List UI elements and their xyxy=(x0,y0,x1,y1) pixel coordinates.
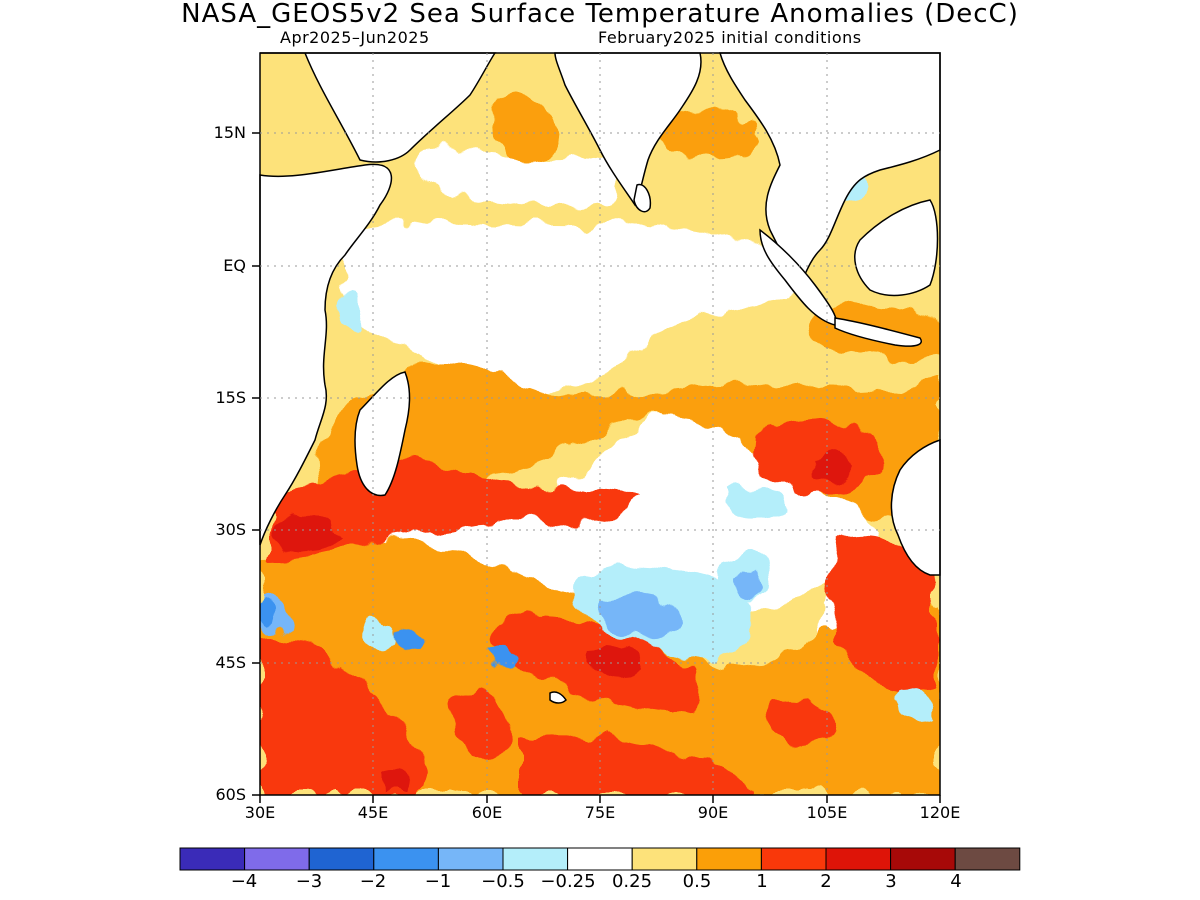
colorbar-label: 1 xyxy=(756,871,768,892)
lat-label: 30S xyxy=(215,520,246,539)
warm-anomaly-region xyxy=(314,358,940,530)
land-masses xyxy=(259,52,941,704)
cool-anomaly-region xyxy=(260,571,761,639)
colorbar-label: 3 xyxy=(885,871,897,892)
lat-label: 15N xyxy=(213,123,246,142)
neutral-anomaly-region xyxy=(340,223,804,391)
java-landmass xyxy=(834,317,922,347)
colorbar-swatch xyxy=(179,847,246,871)
colorbar-swatch xyxy=(437,847,504,871)
lon-label: 105E xyxy=(806,803,848,822)
colorbar-label: −3 xyxy=(295,871,323,892)
strong-warm-anomaly-region xyxy=(520,696,835,795)
africa-landmass xyxy=(259,163,393,546)
colorbar-swatch xyxy=(308,847,375,871)
colorbar-swatch xyxy=(696,847,762,871)
sri-lanka-landmass xyxy=(633,183,652,213)
colorbar-swatch xyxy=(373,847,439,871)
lat-label: 60S xyxy=(215,785,246,804)
lon-label: 75E xyxy=(584,803,616,822)
colorbar-swatch xyxy=(890,847,956,871)
colorbar-swatch xyxy=(954,847,1021,871)
colorbar-label: −1 xyxy=(424,871,452,892)
lon-label: 60E xyxy=(471,803,503,822)
colorbar xyxy=(179,847,1021,871)
colorbar-swatch xyxy=(825,847,892,871)
australia-landmass xyxy=(890,438,941,576)
colorbar-swatch xyxy=(502,847,569,871)
borneo-landmass xyxy=(854,199,939,297)
neutral-anomaly-region xyxy=(413,147,617,208)
colorbar-swatch xyxy=(244,847,310,871)
madagascar-landmass xyxy=(354,371,411,497)
colorbar-label: 2 xyxy=(820,871,832,892)
axis-ticks xyxy=(252,132,941,803)
colorbar-label: 4 xyxy=(950,871,962,892)
graticule xyxy=(260,53,940,795)
initial-conditions: February2025 initial conditions xyxy=(598,28,862,47)
colorbar-label: 0.25 xyxy=(611,871,653,892)
map-title: NASA_GEOS5v2 Sea Surface Temperature Ano… xyxy=(181,0,1019,29)
colorbar-label: −0.25 xyxy=(540,871,596,892)
colorbar-swatch xyxy=(567,847,633,871)
strong-warm-anomaly-region xyxy=(829,534,935,694)
lat-label: EQ xyxy=(223,256,246,275)
warm-anomaly-region xyxy=(493,95,757,164)
colorbar-label: −4 xyxy=(230,871,258,892)
lon-label: 90E xyxy=(697,803,729,822)
strong-warm-anomaly-region xyxy=(451,687,515,758)
lat-label: 15S xyxy=(215,388,246,407)
lon-label: 120E xyxy=(919,803,961,822)
lat-label: 45S xyxy=(215,653,246,672)
strong-warm-anomaly-region xyxy=(270,459,640,560)
colorbar-label: 0.5 xyxy=(682,871,712,892)
colorbar-swatch xyxy=(760,847,827,871)
kerguelen-island xyxy=(549,691,567,704)
colorbar-swatch xyxy=(631,847,698,871)
lon-label: 45E xyxy=(357,803,389,822)
strong-warm-anomaly-region xyxy=(260,638,428,795)
colorbar-label: −0.5 xyxy=(481,871,525,892)
colorbar-label: −2 xyxy=(359,871,387,892)
forecast-period: Apr2025–Jun2025 xyxy=(280,28,430,47)
lon-label: 30E xyxy=(244,803,276,822)
africa-arabia-landmass xyxy=(260,52,497,163)
